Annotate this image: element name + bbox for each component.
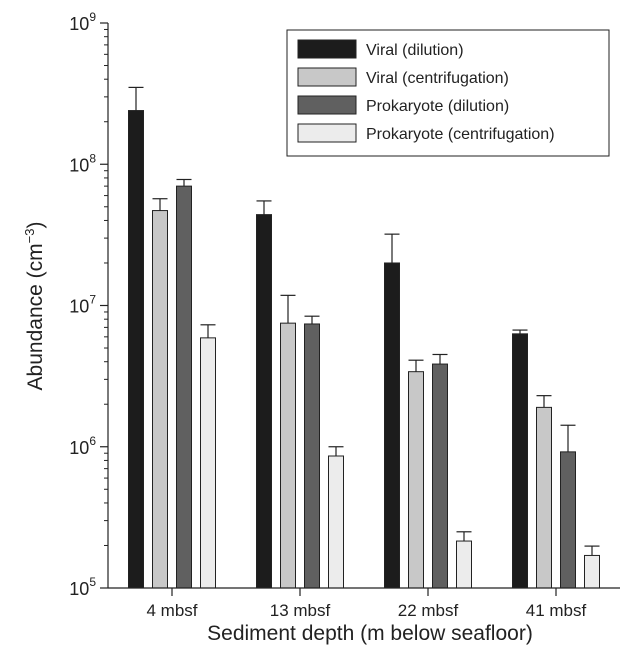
legend-swatch [297,123,357,143]
bar [384,262,400,589]
legend-label: Prokaryote (centrifugation) [366,126,555,143]
bar [304,323,320,589]
bar [176,185,192,589]
y-tick-label-base: 10 [69,438,89,458]
bar [456,540,472,589]
x-tick-label: 22 mbsf [398,601,459,620]
y-tick-label-exp: 9 [89,10,96,24]
y-tick-label-exp: 7 [89,293,96,307]
y-tick-label: 107 [69,293,96,317]
y-tick-label-exp: 6 [89,434,96,448]
bar [536,406,552,589]
y-tick-label: 108 [69,151,96,175]
legend-label: Viral (centrifugation) [366,70,509,87]
bar [328,455,344,589]
x-tick-label: 4 mbsf [146,601,197,620]
bar [432,363,448,589]
legend-swatch [297,95,357,115]
x-tick-label: 13 mbsf [270,601,331,620]
y-axis-label-close: ) [24,222,47,229]
bar [512,333,528,589]
y-tick-label-base: 10 [69,579,89,599]
y-tick-label-exp: 8 [89,151,96,165]
bar [152,210,168,589]
bar [128,110,144,589]
y-tick-label-exp: 5 [89,575,96,589]
x-tick-label: 41 mbsf [526,601,587,620]
y-tick-label: 106 [69,434,96,458]
y-tick-label-base: 10 [69,14,89,34]
legend: Viral (dilution) Viral (centrifugation) Pr… [286,29,610,157]
x-ticks: 4 mbsf 13 mbsf 22 mbsf 41 mbsf [146,588,587,620]
bar [280,322,296,589]
legend-label: Prokaryote (dilution) [366,98,509,115]
legend-label: Viral (dilution) [366,42,464,59]
bar [584,554,600,589]
legend-swatch [297,39,357,59]
bar [560,451,576,589]
bar [408,371,424,589]
y-axis-label-sup: −3 [22,229,37,244]
bar [200,337,216,589]
y-axis-label-main: Abundance (cm [24,243,47,390]
x-axis-label: Sediment depth (m below seafloor) [207,622,533,645]
bar [256,214,272,589]
legend-swatch [297,67,357,87]
y-axis-label: Abundance (cm−3) [22,222,47,391]
y-tick-label: 105 [69,575,96,599]
y-tick-label-base: 10 [69,297,89,317]
y-tick-label: 109 [69,10,96,34]
bars [128,86,600,589]
y-tick-label-base: 10 [69,155,89,175]
